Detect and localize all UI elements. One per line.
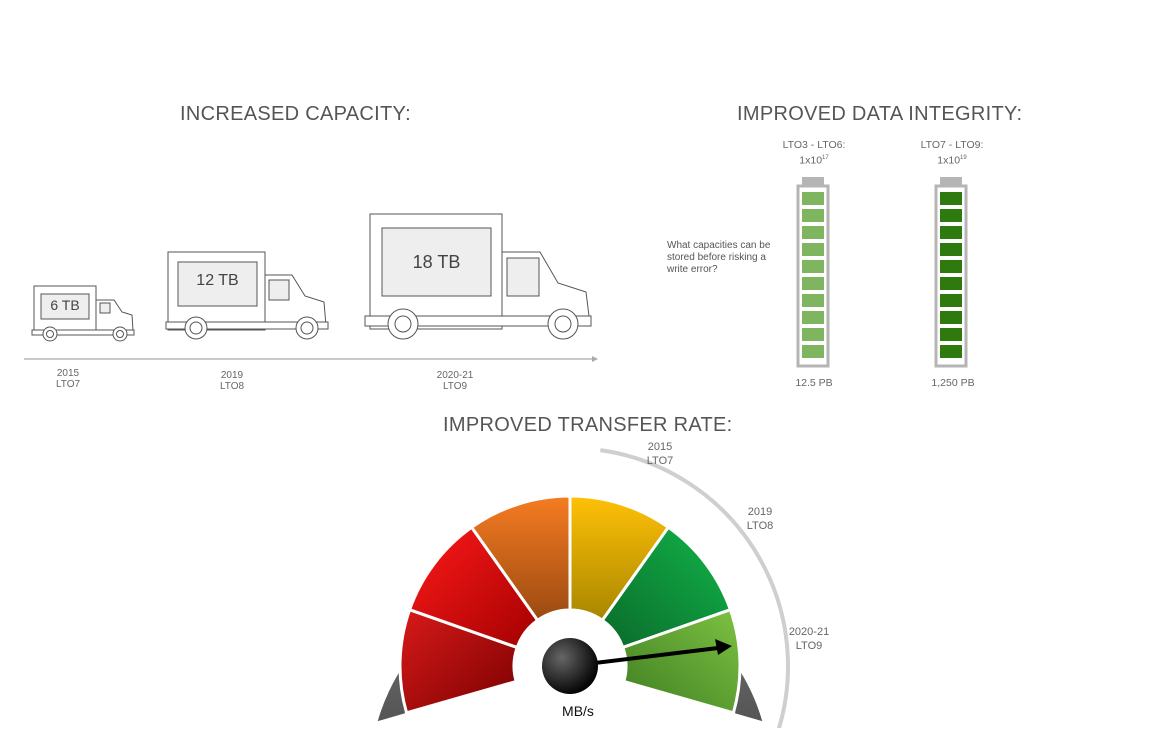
battery-terminal [940,177,962,186]
battery-cell [940,192,962,205]
truck-lto9-gen: LTO9 [442,381,468,392]
gauge-unit: MB/s [562,703,594,719]
battery-cell [940,277,962,290]
battery-cell [802,226,824,239]
battery-cell [940,226,962,239]
battery-terminal [802,177,824,186]
truck-lto9 [364,213,592,340]
truck-lto7 [31,285,135,342]
battery-cell [940,260,962,273]
battery-cell [940,328,962,341]
gen-lto8-year: 2019 [747,506,773,518]
generation-arc-arrow [600,448,790,728]
battery-1-rate-exp: 17 [822,155,829,161]
battery-2-rate-exp: 19 [960,155,967,161]
truck-lto9-year: 2020-21 [436,370,474,381]
gauge-scale-label: 300 [612,476,641,500]
gauge-scale-label: 400 [743,621,764,649]
gauge-scale-label: 360 [705,539,734,569]
battery-1-rate-base: 1x10 [799,154,823,167]
gen-lto9-year: 2020-21 [788,626,830,638]
batteries [796,177,968,368]
battery-cell [802,294,824,307]
battery-2-header: LTO7 - LTO9: [920,139,984,151]
gauge-hub [542,638,598,694]
battery-cell [802,345,824,358]
truck-lto8 [165,251,329,340]
battery-2-value: 1,250 PB [931,377,975,389]
truck-lto7-gen: LTO7 [55,379,81,390]
battery-cell [940,294,962,307]
gauge-scale-label: 160 [499,476,528,500]
battery-1-value: 12.5 PB [795,377,833,389]
integrity-question: What capacities can be stored before ris… [667,240,771,275]
gen-lto7-year: 2015 [647,441,673,453]
battery-1 [796,177,830,368]
gauge-scale-label: 140 [407,539,436,569]
gen-lto7-gen: LTO7 [646,455,674,467]
battery-cell [802,260,824,273]
transfer-title: IMPROVED TRANSFER RATE: [443,414,733,436]
battery-cell [802,192,824,205]
truck-lto9-capacity: 18 TB [412,252,461,272]
timeline-arrow [24,356,598,362]
battery-2-rate: 1x1019 [920,152,984,167]
battery-1-header: LTO3 - LTO6: [782,139,846,151]
gen-lto9-gen: LTO9 [795,640,823,652]
gauge-segments [398,494,742,715]
battery-cell [802,311,824,324]
capacity-title: INCREASED CAPACITY: [180,103,411,125]
truck-lto8-capacity: 12 TB [196,272,239,289]
battery-cell [802,277,824,290]
gauge-segment [620,607,742,715]
battery-cell [802,209,824,222]
battery-cell [802,328,824,341]
truck-lto7-capacity: 6 TB [50,297,80,313]
capacity-diagram [24,213,598,362]
battery-2-rate-base: 1x10 [937,154,961,167]
battery-cell [940,243,962,256]
battery-cell [940,345,962,358]
battery-cell [802,243,824,256]
battery-2 [934,177,968,368]
generation-arc [600,448,790,728]
truck-lto8-year: 2019 [220,370,244,381]
gauge-scale-label: 120 [376,621,397,649]
integrity-title: IMPROVED DATA INTEGRITY: [737,103,1023,125]
battery-cell [940,209,962,222]
battery-1-rate: 1x1017 [782,152,846,167]
truck-lto7-year: 2015 [56,368,80,379]
truck-lto8-gen: LTO8 [219,381,245,392]
battery-cell [940,311,962,324]
speed-gauge: 120 140 160 300 360 400 MB/s [376,448,790,728]
gen-lto8-gen: LTO8 [746,520,774,532]
